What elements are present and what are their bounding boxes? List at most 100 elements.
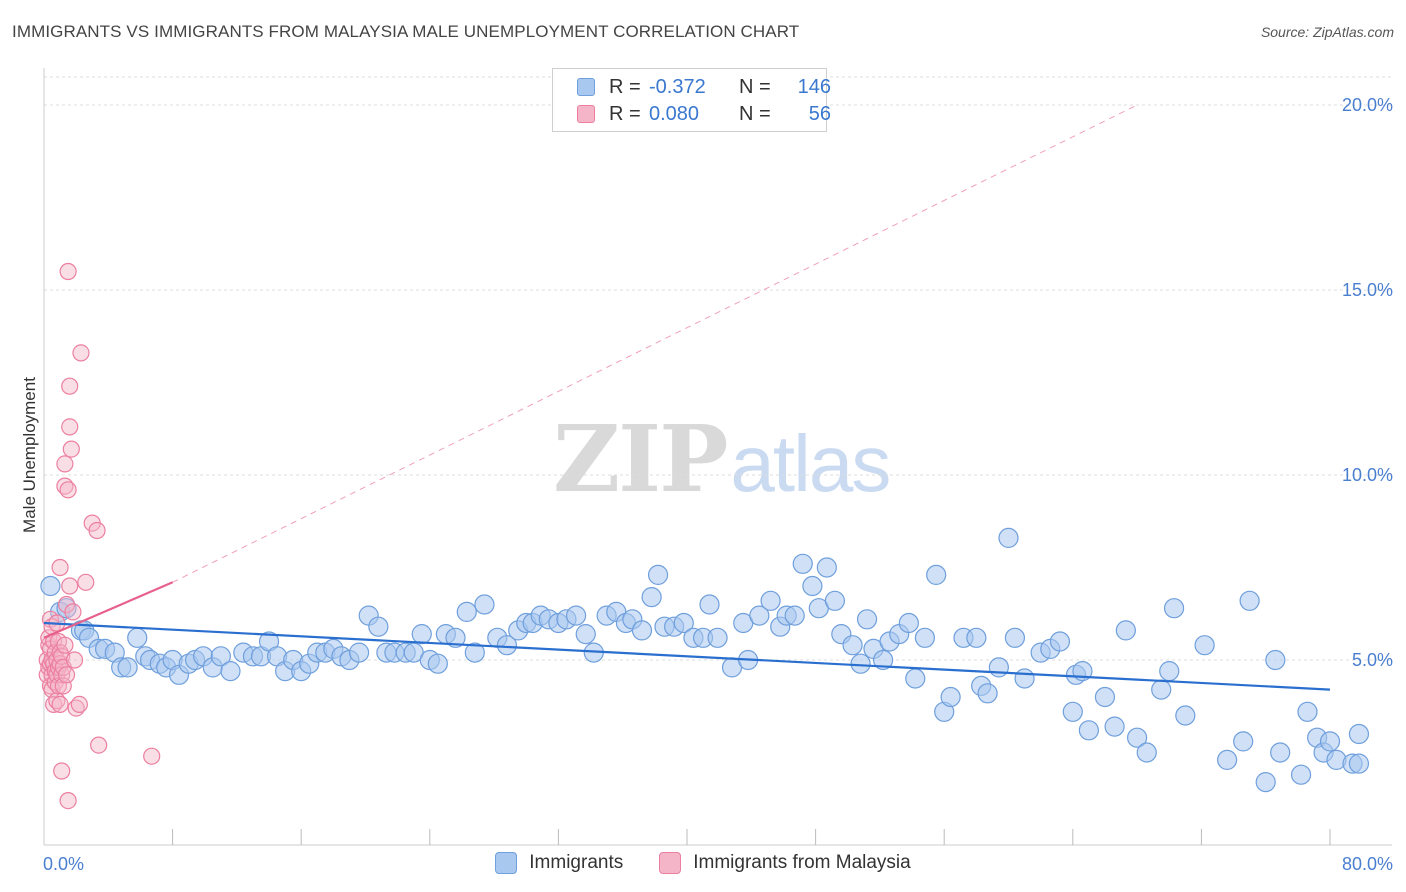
immigrants-point (1217, 749, 1238, 771)
immigrants-point (802, 575, 823, 597)
immigrants-point (647, 564, 669, 586)
immigrants-point (926, 564, 947, 586)
immigrants-point (565, 605, 587, 626)
immigrants-point (1319, 731, 1341, 752)
immigrants-point (1115, 620, 1136, 641)
y-tick-label: 20.0% (1342, 95, 1393, 115)
immigrants-point (220, 660, 241, 682)
immigrants-point (1004, 627, 1026, 648)
immigrants-point (792, 553, 813, 574)
immigrants-point (816, 557, 837, 578)
immigrants-trend-line (43, 621, 1331, 691)
malaysia-point (72, 344, 90, 362)
malaysia-point (65, 651, 84, 669)
malaysia-point (57, 666, 76, 684)
immigrants-point (40, 575, 61, 597)
legend-label-immigrants: Immigrants (529, 852, 624, 873)
immigrants-point (1014, 668, 1035, 689)
immigrants-point (127, 627, 148, 648)
malaysia-point (51, 558, 69, 577)
immigrants-point (784, 605, 805, 626)
immigrants-point (411, 623, 432, 645)
immigrants-point (988, 657, 1009, 678)
malaysia-point (59, 481, 77, 499)
chart-title: IMMIGRANTS VS IMMIGRANTS FROM MALAYSIA M… (12, 22, 800, 41)
immigrants-point (1104, 716, 1125, 737)
immigrants-points (40, 527, 1370, 793)
source-credit: Source: ZipAtlas.com (1260, 24, 1394, 40)
axes (43, 68, 1392, 846)
immigrants-point (898, 612, 919, 634)
legend-swatch-blue (495, 852, 518, 874)
immigrants-point (749, 605, 770, 626)
immigrants-point (1136, 742, 1157, 763)
immigrants-point (824, 590, 845, 611)
malaysia-point (54, 677, 72, 695)
watermark-atlas: atlas (730, 419, 891, 508)
malaysia-point (61, 377, 79, 395)
legend-item-immigrants: Immigrants (495, 852, 623, 874)
watermark-zip: ZIP (553, 405, 728, 513)
immigrants-point (1163, 598, 1185, 619)
immigrants-point (1094, 686, 1116, 708)
legend-n-label: N = (739, 75, 771, 98)
legend-swatch-pink (659, 852, 682, 874)
malaysia-point (59, 791, 77, 810)
immigrants-point (1255, 771, 1276, 793)
immigrants-point (210, 646, 231, 667)
legend-item-malaysia: Immigrants from Malaysia (659, 852, 911, 874)
immigrants-point (117, 657, 138, 678)
immigrants-point (427, 653, 448, 674)
malaysia-point (61, 418, 79, 436)
y-tick-label: 10.0% (1342, 465, 1393, 485)
legend-r-value: 0.080 (649, 102, 700, 125)
legend-r-value: -0.372 (649, 75, 706, 98)
x-tick-label: 80.0% (1342, 854, 1393, 874)
legend-label-malaysia: Immigrants from Malaysia (693, 852, 911, 873)
immigrants-point (1062, 701, 1083, 722)
malaysia-point (64, 603, 82, 621)
immigrants-point (1078, 720, 1099, 741)
y-tick-label: 15.0% (1342, 280, 1393, 300)
legend-n-value: 56 (808, 102, 831, 125)
immigrants-point (873, 649, 894, 671)
malaysia-point (90, 736, 108, 754)
immigrants-point (842, 635, 863, 656)
immigrants-point (977, 683, 998, 704)
immigrants-point (1194, 635, 1215, 656)
immigrants-point (905, 668, 926, 689)
immigrants-point (1290, 764, 1312, 785)
tick-labels: 5.0% 10.0% 15.0% 20.0% 0.0% 80.0% (43, 95, 1393, 874)
malaysia-point (70, 695, 88, 714)
immigrants-point (1270, 742, 1291, 763)
malaysia-point (62, 440, 80, 458)
immigrants-point (998, 527, 1019, 549)
immigrants-point (641, 586, 662, 608)
immigrants-point (496, 635, 518, 656)
immigrants-point (631, 620, 653, 641)
immigrants-point (464, 642, 485, 663)
immigrants-point (699, 594, 720, 615)
immigrants-point (1151, 679, 1172, 700)
immigrants-point (348, 642, 370, 663)
malaysia-point (61, 577, 79, 595)
legend-swatch-pink (577, 105, 595, 123)
malaysia-point (56, 455, 74, 473)
malaysia-point (59, 262, 77, 281)
immigrants-point (1049, 631, 1071, 652)
immigrants-point (707, 627, 728, 648)
immigrants-point (1348, 723, 1370, 745)
immigrants-point (856, 609, 878, 630)
watermark: ZIPatlas (553, 405, 891, 513)
immigrants-point (673, 612, 694, 634)
immigrants-point (474, 594, 495, 615)
immigrants-point (456, 601, 477, 623)
immigrants-point (1239, 590, 1260, 611)
trend-extension-layer (172, 104, 1138, 583)
legend-n-label: N = (739, 102, 771, 125)
malaysia-points (38, 262, 161, 810)
legend-r-label: R = (609, 102, 641, 125)
trend-lines (43, 581, 1331, 691)
x-tick-label: 0.0% (43, 854, 84, 874)
immigrants-point (1348, 753, 1370, 774)
